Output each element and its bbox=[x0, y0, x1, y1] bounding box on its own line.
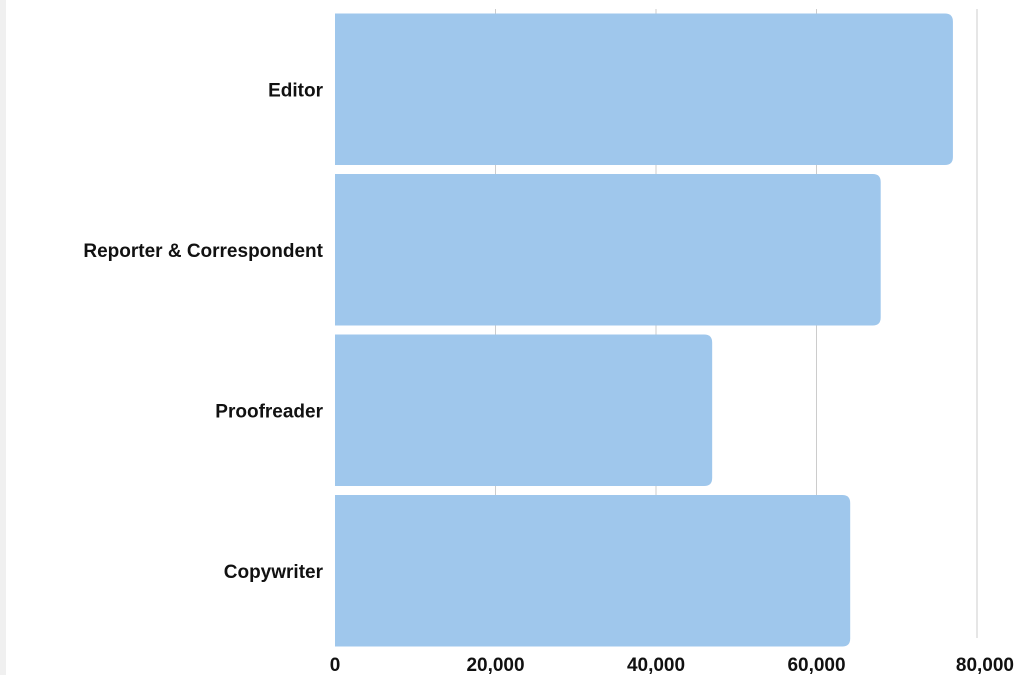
bar-0 bbox=[335, 13, 953, 165]
x-tick-label-4: 80,000 bbox=[956, 655, 1014, 675]
category-label-3: Copywriter bbox=[224, 562, 324, 583]
x-tick-label-3: 60,000 bbox=[787, 655, 845, 675]
category-label-0: Editor bbox=[268, 80, 323, 101]
bars bbox=[335, 13, 953, 647]
category-label-2: Proofreader bbox=[215, 401, 323, 422]
bar-1 bbox=[335, 174, 881, 326]
category-labels: Editor Reporter & Correspondent Proofreade… bbox=[83, 80, 323, 583]
x-tick-labels: 0 20,000 40,000 60,000 80,000 bbox=[330, 655, 1014, 675]
category-label-1: Reporter & Correspondent bbox=[83, 241, 323, 262]
bar-2 bbox=[335, 334, 713, 486]
x-tick-label-1: 20,000 bbox=[466, 655, 524, 675]
bar-3 bbox=[335, 495, 851, 647]
x-tick-label-0: 0 bbox=[330, 655, 341, 675]
x-tick-label-2: 40,000 bbox=[627, 655, 685, 675]
left-border-strip bbox=[0, 0, 6, 675]
